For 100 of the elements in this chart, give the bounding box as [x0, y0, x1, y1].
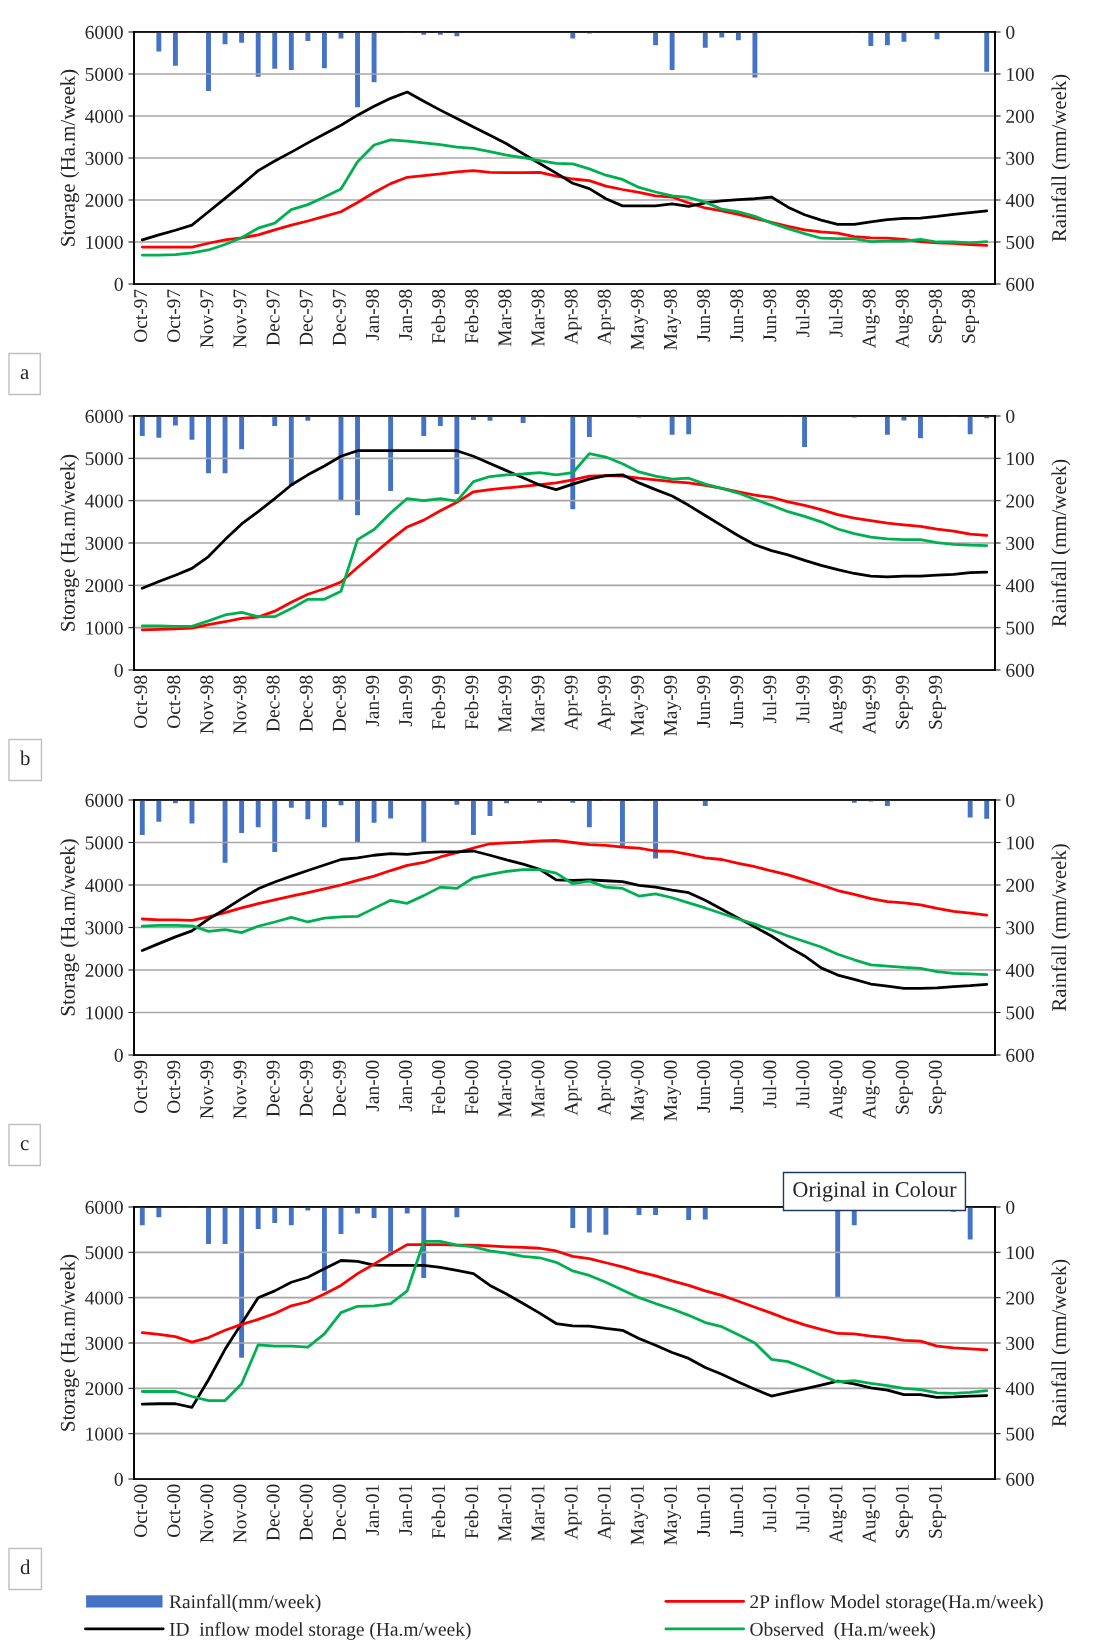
x-tick-label: Oct-97: [167, 289, 181, 343]
x-tick-label: Jun-99: [697, 675, 711, 728]
x-tick-label: Sep-01: [928, 1485, 946, 1538]
y-tick-label: 0: [114, 1472, 123, 1486]
x-tick-label: Aug-98: [895, 289, 913, 349]
y2-axis-title: Rainfall (mm/week): [1051, 1259, 1071, 1427]
y-tick-label: 1000: [86, 1006, 123, 1020]
y2-tick-label: 600: [1006, 277, 1034, 291]
y-axis-title: Storage (Ha.m/week): [60, 1254, 80, 1431]
y-tick-label: 0: [114, 663, 123, 677]
x-tick-label: Feb-00: [464, 1060, 479, 1115]
y-tick-label: 5000: [85, 836, 123, 850]
x-tick-label: Nov-00: [233, 1484, 247, 1543]
x-tick-label: Oct-00: [167, 1484, 181, 1538]
x-tick-label: May-99: [663, 675, 681, 736]
x-tick-label: Jan-01: [365, 1485, 379, 1536]
x-tick-label: Dec-00: [332, 1484, 346, 1541]
x-tick-label: Jul-99: [795, 675, 810, 724]
y2-axis-title: Rainfall (mm/week): [1051, 74, 1071, 242]
x-tick-label: Apr-99: [564, 675, 582, 731]
y2-tick-label: 100: [1007, 452, 1034, 466]
y2-tick-label: 200: [1006, 878, 1034, 892]
y-tick-label: 1000: [86, 1427, 123, 1441]
x-tick-label: Nov-97: [200, 289, 214, 348]
y2-tick-label: 500: [1006, 621, 1034, 635]
x-tick-label: Oct-00: [134, 1484, 148, 1538]
x-tick-label: May-00: [663, 1060, 681, 1121]
x-tick-label: Jan-98: [398, 289, 413, 341]
y2-axis-title: Rainfall (mm/week): [1051, 459, 1071, 627]
x-tick-label: Jul-01: [795, 1485, 810, 1533]
x-tick-label: Aug-99: [862, 675, 880, 735]
y-tick-label: 5000: [85, 67, 123, 81]
y-tick-label: 3000: [85, 921, 123, 935]
y2-tick-label: 600: [1006, 663, 1034, 677]
x-tick-label: Jun-01: [730, 1485, 744, 1537]
y-tick-label: 4000: [85, 878, 123, 892]
x-tick-label: Jan-99: [399, 675, 413, 727]
x-tick-label: Jul-00: [762, 1060, 777, 1109]
x-tick-label: Jun-98: [696, 289, 711, 342]
x-tick-label: May-99: [630, 675, 648, 736]
x-tick-label: Sep-00: [895, 1060, 913, 1114]
x-tick-label: Mar-00: [498, 1060, 512, 1118]
y-tick-label: 2000: [85, 1382, 123, 1396]
x-tick-label: Dec-97: [266, 289, 280, 346]
y2-tick-label: 300: [1006, 921, 1034, 935]
x-tick-label: Jun-99: [730, 675, 744, 728]
y-tick-label: 6000: [85, 25, 123, 39]
x-tick-label: Jul-98: [828, 289, 843, 338]
x-tick-label: Dec-97: [299, 289, 313, 346]
y2-axis-title: Rainfall (mm/week): [1051, 844, 1071, 1012]
x-tick-label: Aug-99: [829, 675, 847, 735]
x-tick-label: May-98: [630, 289, 648, 350]
x-tick-label: Apr-01: [597, 1485, 615, 1540]
x-tick-label: Jun-00: [730, 1060, 744, 1113]
y-tick-label: 4000: [85, 494, 123, 508]
x-tick-label: Oct-98: [134, 675, 148, 729]
x-tick-label: Mar-99: [531, 675, 545, 733]
x-tick-label: Jan-00: [365, 1060, 379, 1112]
x-tick-label: Dec-97: [332, 289, 346, 346]
text: Original in Colour: [793, 1181, 957, 1202]
x-tick-label: Jan-00: [398, 1060, 413, 1112]
y-tick-label: 5000: [85, 452, 123, 466]
y-tick-label: 0: [114, 277, 123, 291]
y-axis-title: Storage (Ha.m/week): [60, 69, 80, 246]
x-tick-label: Feb-99: [464, 675, 479, 730]
y-tick-label: 6000: [85, 793, 123, 807]
x-tick-label: May-98: [663, 289, 681, 350]
x-tick-label: Jun-01: [696, 1485, 711, 1537]
y2-tick-label: 600: [1006, 1472, 1034, 1486]
legend-label: Rainfall(mm/week): [169, 1594, 321, 1613]
y-tick-label: 2000: [85, 579, 123, 593]
x-tick-label: Apr-98: [564, 289, 582, 345]
x-tick-label: Sep-99: [895, 675, 913, 729]
y2-tick-label: 100: [1007, 836, 1034, 850]
y-tick-label: 3000: [85, 536, 123, 550]
y2-tick-label: 0: [1006, 409, 1015, 423]
y-tick-label: 1000: [86, 235, 123, 249]
x-tick-label: Feb-98: [464, 289, 479, 344]
x-tick-label: Dec-98: [299, 675, 313, 732]
x-tick-label: Nov-00: [200, 1484, 214, 1543]
x-tick-label: Feb-99: [431, 675, 446, 730]
x-tick-label: Feb-00: [431, 1060, 446, 1115]
y-tick-label: 1000: [86, 621, 123, 635]
x-tick-label: Jun-98: [730, 289, 744, 342]
legend-label: 2P inflow Model storage(Ha.m/week): [750, 1594, 1043, 1613]
text: d: [20, 1559, 31, 1575]
x-tick-label: Oct-98: [167, 675, 181, 729]
x-tick-label: Feb-01: [464, 1485, 479, 1539]
x-tick-label: Dec-98: [332, 675, 346, 732]
x-tick-label: May-00: [630, 1060, 648, 1121]
y2-tick-label: 300: [1006, 1336, 1034, 1350]
x-tick-label: Mar-01: [498, 1485, 512, 1542]
x-tick-label: Feb-01: [431, 1485, 446, 1539]
y2-tick-label: 400: [1005, 579, 1034, 593]
x-tick-label: Jul-99: [762, 675, 777, 724]
x-tick-label: Dec-00: [266, 1484, 280, 1541]
y-axis-title: Storage (Ha.m/week): [60, 454, 80, 631]
x-tick-label: Jun-98: [763, 289, 777, 342]
x-tick-label: Aug-98: [862, 289, 880, 349]
y-tick-label: 0: [114, 1048, 123, 1062]
